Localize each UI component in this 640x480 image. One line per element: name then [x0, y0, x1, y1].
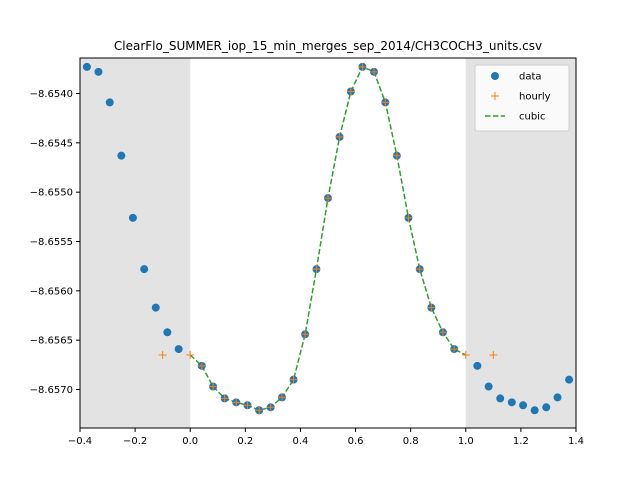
- hourly-point: [404, 213, 413, 222]
- hourly-point: [197, 361, 206, 370]
- hourly-point: [358, 62, 367, 71]
- x-tick-label: 0.2: [237, 436, 253, 447]
- legend-marker: [491, 92, 499, 100]
- y-tick-label: −8.6555: [30, 237, 73, 248]
- hourly-point: [243, 401, 252, 410]
- data-point: [128, 213, 137, 222]
- hourly-point: [301, 330, 310, 339]
- legend-box: [474, 64, 570, 132]
- data-point: [174, 345, 183, 354]
- legend-label: hourly: [519, 92, 551, 103]
- y-tick-label: −8.6565: [30, 336, 73, 347]
- legend-label: cubic: [519, 112, 545, 123]
- y-tick-label: −8.6540: [30, 89, 73, 100]
- axes-frame: [79, 57, 577, 429]
- y-tick-label: −8.6560: [30, 286, 73, 297]
- hourly-point: [209, 382, 218, 391]
- plot-area: −0.4 −0.2 0.0 0.2 0.4 0.6 0.8 1.0 1.2 1.4 −8.6570 −…: [30, 57, 584, 447]
- chart-title: ClearFlo_SUMMER_iop_15_min_merges_sep_20…: [114, 39, 542, 53]
- data-point: [519, 401, 528, 410]
- shaded-region: [80, 58, 191, 428]
- data-point: [105, 98, 114, 107]
- data-point: [496, 394, 505, 403]
- hourly-point: [461, 350, 470, 359]
- x-tick-label: −0.2: [123, 436, 147, 447]
- data-point: [553, 393, 562, 402]
- hourly-point: [335, 132, 344, 141]
- hourly-point: [415, 265, 424, 274]
- data-point: [82, 62, 91, 71]
- hourly-point: [489, 350, 498, 359]
- data-point: [151, 303, 160, 312]
- data-point: [484, 382, 493, 391]
- data-point: [542, 403, 551, 412]
- hourly-point: [312, 265, 321, 274]
- x-tick-label: 1.2: [513, 436, 529, 447]
- data-point: [565, 375, 574, 384]
- hourly-point: [381, 98, 390, 107]
- data-point: [140, 265, 149, 274]
- hourly-point: [186, 350, 195, 359]
- x-tick-label: 0.8: [403, 436, 419, 447]
- x-tick-label: 1.0: [458, 436, 474, 447]
- hourly-point: [392, 151, 401, 160]
- hourly-point: [324, 194, 332, 203]
- y-tick-label: −8.6545: [30, 138, 73, 149]
- data-point: [507, 398, 516, 407]
- hourly-point: [450, 345, 459, 354]
- hourly-point: [438, 328, 447, 337]
- y-tick-label: −8.6570: [30, 385, 73, 396]
- hourly-point: [232, 398, 241, 407]
- x-tick-label: 0.0: [182, 436, 198, 447]
- hourly-point: [427, 303, 436, 312]
- hourly-point: [370, 67, 379, 76]
- x-tick-label: 0.6: [348, 436, 364, 447]
- data-point: [473, 361, 482, 370]
- x-tick-label: 1.4: [568, 436, 584, 447]
- legend-marker: [491, 72, 499, 80]
- data-point: [530, 406, 539, 415]
- x-tick-label: −0.4: [68, 436, 92, 447]
- data-point: [117, 151, 126, 160]
- hourly-point: [220, 394, 229, 403]
- hourly-point: [346, 87, 355, 96]
- hourly-point: [158, 350, 167, 359]
- hourly-point: [277, 393, 286, 402]
- y-tick-label: −8.6550: [30, 188, 73, 199]
- data-point: [94, 67, 103, 76]
- data-point: [163, 328, 172, 337]
- hourly-point: [255, 406, 264, 415]
- x-tick-label: 0.4: [292, 436, 308, 447]
- legend-label: data: [519, 72, 542, 83]
- hourly-point: [266, 403, 275, 412]
- hourly-point: [289, 375, 298, 384]
